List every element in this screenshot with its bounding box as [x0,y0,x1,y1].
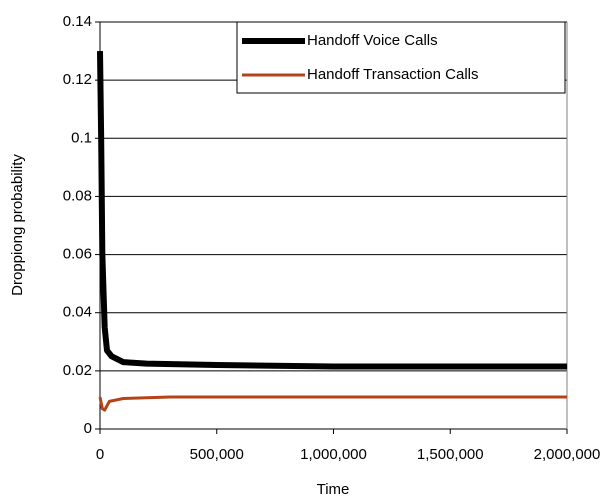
legend-label: Handoff Voice Calls [307,32,438,49]
x-tick-label: 500,000 [190,446,244,463]
x-tick-label: 0 [96,446,104,463]
y-tick-label: 0.14 [63,13,92,30]
y-tick-label: 0.12 [63,71,92,88]
x-tick-label: 1,000,000 [300,446,367,463]
y-tick-label: 0.04 [63,304,92,321]
y-tick-label: 0 [84,420,92,437]
y-tick-label: 0.1 [71,129,92,146]
line [98,395,567,412]
legend-label: Handoff Transaction Calls [307,66,478,83]
line [97,51,567,370]
y-tick-label: 0.08 [63,187,92,204]
legend-box [236,21,566,94]
y-tick-label: 0.02 [63,362,92,379]
x-tick-label: 2,000,000 [534,446,601,463]
y-tick-label: 0.06 [63,246,92,263]
x-tick-label: 1,500,000 [417,446,484,463]
x-axis-label: Time [317,481,350,498]
y-axis-label: Droppiong probability [9,154,26,296]
